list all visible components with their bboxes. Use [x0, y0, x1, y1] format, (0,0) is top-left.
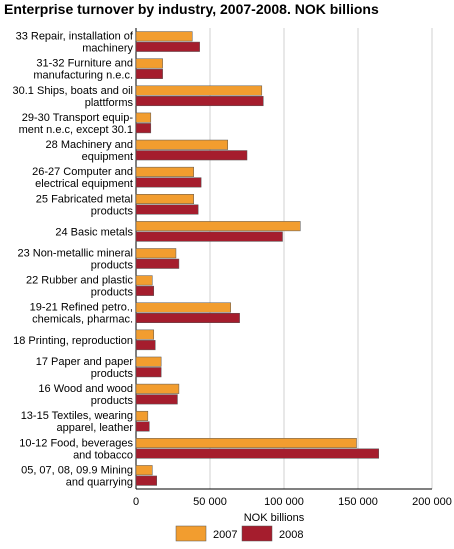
bar-2007 [135, 139, 229, 150]
category-label: and quarrying [66, 476, 133, 488]
category-label: 17 Paper and paper [36, 356, 134, 368]
x-tick-label: 100 000 [264, 496, 304, 508]
category-label: and tobacco [73, 449, 133, 461]
category-label: apparel, leather [57, 422, 134, 434]
legend-label: 2007 [213, 529, 237, 541]
category-label: 26-27 Computer and [32, 166, 133, 178]
category-label: 24 Basic metals [55, 226, 133, 238]
bar-2007 [135, 302, 231, 313]
bar-2008 [135, 285, 155, 296]
category-label: 22 Rubber and plastic [26, 275, 134, 287]
bar-2008 [135, 394, 178, 405]
category-label: manufacturing n.e.c. [33, 70, 133, 82]
bar-2008 [135, 475, 157, 486]
bar-2007 [135, 221, 301, 232]
category-label: 33 Repair, installation of [16, 31, 134, 43]
bar-2008 [135, 177, 202, 188]
category-label: 18 Printing, reproduction [13, 335, 133, 347]
bar-2007 [135, 438, 357, 449]
bar-2008 [135, 448, 379, 459]
category-label: products [91, 287, 134, 299]
category-label: 28 Machinery and [46, 139, 133, 151]
bar-2007 [135, 166, 194, 177]
category-label: 29-30 Transport equip- [22, 112, 134, 124]
bar-2007 [135, 383, 180, 394]
bar-2008 [135, 96, 264, 107]
category-label: 05, 07, 08, 09.9 Mining [21, 464, 133, 476]
bar-2008 [135, 68, 163, 79]
bar-2007 [135, 275, 153, 286]
x-tick-label: 200 000 [412, 496, 452, 508]
bar-2008 [135, 204, 199, 215]
x-axis-title: NOK billions [244, 512, 305, 524]
category-label: 16 Wood and wood [38, 383, 133, 395]
bar-2007 [135, 465, 153, 476]
category-label: chemicals, pharmac. [32, 314, 133, 326]
category-label: 19-21 Refined petro., [30, 302, 133, 314]
category-label: 23 Non-metallic mineral [17, 248, 133, 260]
category-label: machinery [82, 43, 133, 55]
bar-2007 [135, 31, 193, 42]
bar-2007 [135, 112, 152, 123]
category-label: products [91, 260, 134, 272]
bar-2008 [135, 150, 248, 161]
bar-2008 [135, 258, 180, 269]
bar-2008 [135, 421, 150, 432]
legend-swatch-2007 [175, 525, 207, 542]
bar-2007 [135, 329, 155, 340]
bar-2008 [135, 41, 200, 52]
bar-2007 [135, 194, 194, 205]
category-label: 25 Fabricated metal [36, 193, 133, 205]
category-label: products [91, 205, 134, 217]
category-label: 10-12 Food, beverages [19, 437, 133, 449]
category-label: electrical equipment [35, 178, 133, 190]
legend-swatch-2008 [241, 525, 273, 542]
category-label: products [91, 368, 134, 380]
bar-2007 [135, 58, 163, 69]
bar-2007 [135, 356, 162, 367]
x-tick-label: 0 [133, 496, 139, 508]
bar-2008 [135, 312, 240, 323]
legend-label: 2008 [279, 529, 303, 541]
chart-title: Enterprise turnover by industry, 2007-20… [4, 1, 379, 17]
bar-2008 [135, 123, 152, 134]
bar-2007 [135, 410, 149, 421]
bar-2008 [135, 231, 283, 242]
x-tick-label: 150 000 [338, 496, 378, 508]
bar-2008 [135, 340, 156, 351]
category-label: plattforms [85, 97, 134, 109]
category-label: equipment [82, 151, 133, 163]
category-label: 30.1 Ships, boats and oil [13, 85, 133, 97]
bar-2008 [135, 367, 162, 378]
bar-2007 [135, 85, 263, 96]
category-label: ment n.e.c, except 30.1 [19, 124, 133, 136]
x-tick-label: 50 000 [193, 496, 227, 508]
category-label: products [91, 395, 134, 407]
category-label: 31-32 Furniture and [36, 58, 133, 70]
category-label: 13-15 Textiles, wearing [21, 410, 133, 422]
bar-2007 [135, 248, 177, 259]
